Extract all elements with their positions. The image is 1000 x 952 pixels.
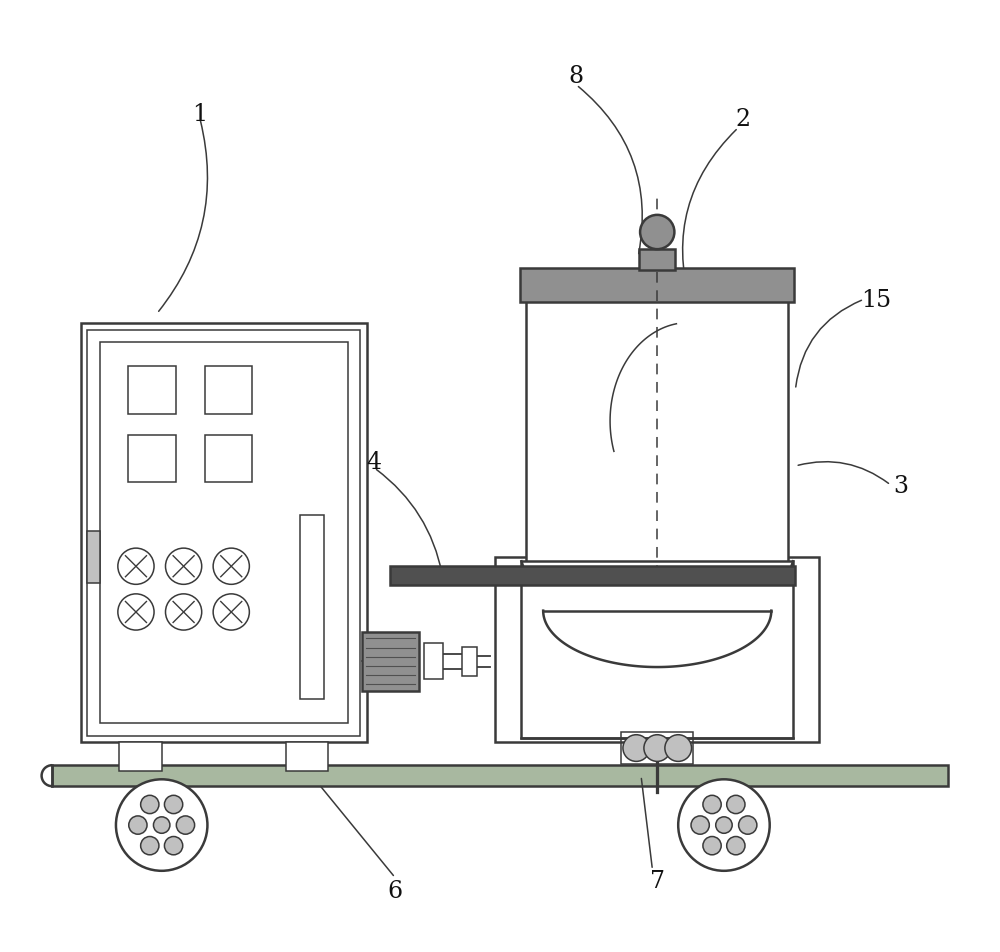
Bar xyxy=(87,330,360,736)
Bar xyxy=(621,732,693,764)
Bar xyxy=(639,249,675,270)
Circle shape xyxy=(141,837,159,855)
Circle shape xyxy=(164,796,183,814)
Circle shape xyxy=(739,816,757,834)
Bar xyxy=(362,632,419,691)
Bar xyxy=(205,367,252,414)
Text: 15: 15 xyxy=(861,288,891,311)
Bar xyxy=(128,367,176,414)
Bar xyxy=(286,743,328,771)
Circle shape xyxy=(665,735,692,762)
Bar xyxy=(526,295,788,576)
Circle shape xyxy=(165,594,202,630)
Circle shape xyxy=(153,817,170,833)
Circle shape xyxy=(165,548,202,585)
Bar xyxy=(119,743,162,771)
Bar xyxy=(520,269,794,303)
Circle shape xyxy=(116,780,207,871)
Bar xyxy=(100,343,348,724)
Bar xyxy=(81,324,367,743)
Circle shape xyxy=(703,796,721,814)
Circle shape xyxy=(176,816,195,834)
Circle shape xyxy=(118,594,154,630)
Bar xyxy=(300,515,324,700)
Bar xyxy=(87,531,100,584)
Bar xyxy=(495,557,819,743)
Circle shape xyxy=(678,780,770,871)
Text: 7: 7 xyxy=(650,869,665,892)
Circle shape xyxy=(640,215,674,249)
Circle shape xyxy=(118,548,154,585)
Circle shape xyxy=(727,837,745,855)
Bar xyxy=(521,562,793,738)
Circle shape xyxy=(129,816,147,834)
Bar xyxy=(52,765,948,786)
Text: 3: 3 xyxy=(893,474,908,497)
Text: 2: 2 xyxy=(735,108,751,130)
Text: 4: 4 xyxy=(367,450,382,473)
Bar xyxy=(205,435,252,483)
Circle shape xyxy=(644,735,671,762)
Bar xyxy=(424,644,443,680)
Bar xyxy=(390,566,795,585)
Text: 8: 8 xyxy=(569,65,584,88)
Bar xyxy=(128,435,176,483)
Text: 6: 6 xyxy=(388,879,403,902)
Circle shape xyxy=(623,735,650,762)
Circle shape xyxy=(691,816,709,834)
Circle shape xyxy=(141,796,159,814)
Circle shape xyxy=(716,817,732,833)
Bar xyxy=(462,647,477,676)
Circle shape xyxy=(703,837,721,855)
Text: 1: 1 xyxy=(192,103,207,126)
Circle shape xyxy=(213,548,249,585)
Circle shape xyxy=(727,796,745,814)
Circle shape xyxy=(164,837,183,855)
Circle shape xyxy=(213,594,249,630)
